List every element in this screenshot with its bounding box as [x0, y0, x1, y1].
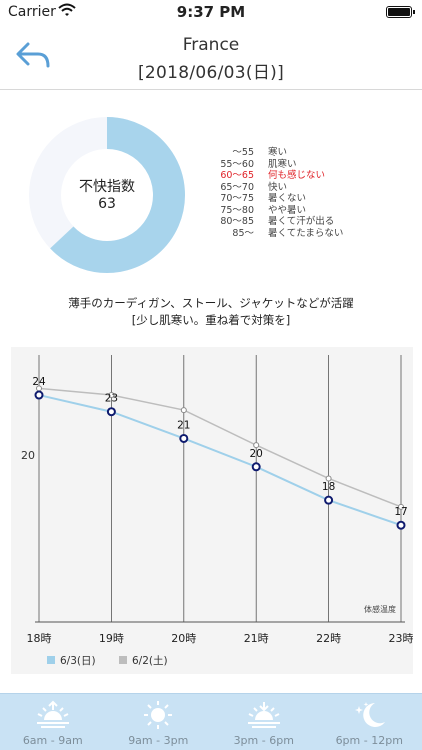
legend-swatch — [119, 656, 127, 664]
tab-night[interactable]: 6pm - 12pm — [317, 694, 422, 750]
back-button[interactable] — [14, 38, 54, 74]
legend-range: 60〜65 — [220, 170, 254, 181]
legend-swatch — [47, 656, 55, 664]
legend-text: 暑くない — [268, 193, 307, 204]
data-point-prev — [108, 392, 115, 399]
x-tick-label: 20時 — [171, 632, 196, 645]
sunset-icon — [247, 702, 280, 728]
temperature-chart-panel: 20 18時 19時 20時 21時 22時 23時 24 23 21 20 18 17 体感温度 6/3(… — [11, 347, 413, 674]
legend-range: 65〜70 — [220, 181, 254, 193]
data-point-prev — [253, 442, 260, 449]
sun-icon — [144, 701, 173, 729]
time-tab-bar: 6am - 9am 9am - 3pm 3pm - 6pm 6pm - 12pm — [0, 693, 422, 750]
legend-row: 85〜 暑くてたまらない — [218, 228, 343, 240]
legend-range: 〜55 — [232, 147, 254, 158]
legend-text: 肌寒い — [268, 158, 297, 170]
legend-row: 60〜65 何も感じない — [218, 170, 343, 182]
data-point — [396, 520, 406, 530]
back-arrow-icon — [16, 42, 50, 68]
legend-text: 寒い — [268, 147, 288, 158]
data-label: 21 — [177, 419, 190, 431]
tab-daytime-label: 9am - 3pm — [128, 734, 189, 747]
legend-row: 〜55 寒い — [218, 147, 343, 159]
series-line — [38, 394, 402, 527]
data-point — [179, 433, 189, 443]
legend-range: 70〜75 — [220, 193, 254, 204]
gauge-center — [62, 150, 152, 240]
data-label: 18 — [322, 481, 335, 493]
legend-range: 55〜60 — [220, 158, 254, 170]
wifi-icon — [58, 3, 76, 21]
legend-row: 55〜60 肌寒い — [218, 159, 343, 171]
y-tick-label: 20 — [21, 449, 35, 462]
tab-night-label: 6pm - 12pm — [335, 734, 403, 747]
battery-icon — [386, 6, 415, 18]
data-point — [106, 407, 116, 417]
data-point — [324, 495, 334, 505]
chart-annotation: 体感温度 — [364, 604, 396, 614]
page-title: France — [182, 35, 240, 55]
x-tick-label: 23時 — [389, 632, 414, 645]
tab-evening[interactable]: 3pm - 6pm — [211, 694, 317, 750]
legend-range: 75〜80 — [220, 204, 254, 216]
tab-evening-label: 3pm - 6pm — [233, 734, 294, 747]
legend-text: 暑くてたまらない — [268, 227, 344, 239]
legend-range: 85〜 — [232, 227, 254, 239]
tab-morning[interactable]: 6am - 9am — [0, 694, 106, 750]
sunrise-icon — [36, 700, 69, 728]
data-label: 23 — [105, 393, 118, 405]
discomfort-gauge — [29, 117, 185, 273]
legend-row: 80〜85 暑くて汗が出る — [218, 216, 343, 228]
data-point — [251, 462, 261, 472]
discomfort-legend: 〜55 寒い 55〜60 肌寒い 60〜65 何も感じない 65〜70 快い 70〜75 暑くない… — [218, 147, 343, 239]
data-label: 20 — [250, 448, 263, 460]
chart-legend-label: 6/3(日) — [60, 655, 96, 667]
x-tick-label: 22時 — [316, 632, 341, 645]
data-label: 17 — [394, 506, 407, 518]
legend-row: 75〜80 やや暑い — [218, 205, 343, 217]
tab-morning-label: 6am - 9am — [22, 734, 83, 747]
data-point-prev — [180, 407, 187, 414]
page-date: [2018/06/03(日)] — [137, 63, 284, 83]
gauge-fill — [50, 117, 185, 273]
status-time: 9:37 PM — [176, 3, 246, 21]
status-bar: Carrier 9:37 PM — [0, 0, 422, 26]
temperature-chart: 20 18時 19時 20時 21時 22時 23時 24 23 21 20 18 17 体感温度 6/3(… — [21, 355, 414, 667]
moon-stars-icon — [355, 702, 386, 727]
nav-bar: France [2018/06/03(日)] — [0, 26, 422, 90]
x-tick-label: 19時 — [99, 632, 124, 645]
legend-text: 暑くて汗が出る — [268, 216, 335, 227]
x-tick-label: 21時 — [244, 632, 269, 645]
legend-text: 何も感じない — [268, 170, 326, 181]
data-point-prev — [325, 475, 332, 482]
legend-row: 65〜70 快い — [218, 182, 343, 194]
clothing-advice: 薄手のカーディガン、ストール、ジャケットなどが活躍 — [68, 296, 354, 310]
carrier-label: Carrier — [8, 4, 56, 20]
data-point-prev — [398, 503, 404, 510]
clothing-advice-note: [少し肌寒い。重ね着で対策を] — [131, 313, 291, 327]
legend-text: 快い — [268, 181, 288, 193]
legend-text: やや暑い — [268, 204, 307, 216]
data-label: 24 — [32, 376, 46, 388]
x-tick-label: 18時 — [27, 632, 52, 645]
discomfort-value: 63 — [98, 196, 116, 212]
discomfort-label: 不快指数 — [79, 179, 135, 195]
chart-legend-label: 6/2(土) — [132, 654, 168, 667]
data-point — [34, 390, 44, 400]
series-line — [38, 387, 402, 508]
legend-range: 80〜85 — [220, 216, 254, 227]
tab-daytime[interactable]: 9am - 3pm — [106, 694, 212, 750]
legend-row: 70〜75 暑くない — [218, 193, 343, 205]
